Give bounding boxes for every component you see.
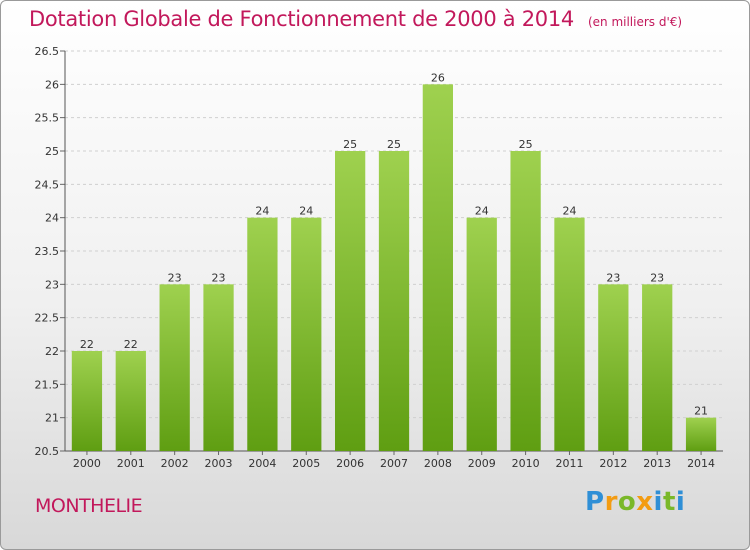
x-tick-label: 2010: [512, 457, 540, 470]
bar-value-label: 21: [694, 405, 708, 418]
bar-value-label: 23: [212, 271, 226, 284]
y-tick-label: 21.5: [35, 378, 60, 391]
bar: [642, 284, 673, 451]
logo-letter: i: [653, 487, 663, 517]
logo-letter: P: [585, 487, 605, 517]
y-tick-label: 21: [45, 412, 59, 425]
y-tick-label: 24: [45, 212, 59, 225]
x-tick-label: 2000: [73, 457, 101, 470]
bar: [598, 284, 629, 451]
y-tick-label: 23: [45, 278, 59, 291]
x-tick-labels: 2000 2001 2002 2003 2004 2005 2006 2007 2008 2009…: [73, 457, 715, 470]
bar: [159, 284, 190, 451]
x-tick-label: 2013: [643, 457, 671, 470]
bar: [247, 217, 278, 451]
chart-unit: (en milliers d'€): [587, 15, 683, 29]
y-tick-label: 25.5: [35, 112, 60, 125]
bars: [71, 84, 717, 451]
bar-value-label: 24: [255, 205, 269, 218]
bar-value-label: 23: [606, 271, 620, 284]
chart-title-text: Dotation Globale de Fonctionnement de 20…: [29, 7, 574, 31]
bar: [554, 217, 585, 451]
bar-value-label: 22: [80, 338, 94, 351]
bar: [115, 351, 146, 451]
bar: [510, 151, 541, 451]
bar-value-label: 24: [475, 205, 489, 218]
x-tick-label: 2002: [161, 457, 189, 470]
x-tick-label: 2005: [292, 457, 320, 470]
bar-value-label: 24: [299, 205, 313, 218]
proxiti-logo[interactable]: Proxiti: [585, 487, 685, 517]
x-tick-label: 2001: [117, 457, 145, 470]
bar: [466, 217, 497, 451]
x-tick-label: 2007: [380, 457, 408, 470]
bar: [71, 351, 103, 451]
x-tick-label: 2008: [424, 457, 452, 470]
bar: [378, 151, 410, 451]
bar-value-label: 24: [562, 205, 576, 218]
bar-value-label: 22: [124, 338, 138, 351]
logo-letter: t: [662, 487, 676, 517]
y-tick-label: 26.5: [35, 45, 60, 58]
logo-letter: x: [636, 487, 654, 517]
x-tick-label: 2012: [599, 457, 627, 470]
bar: [422, 84, 454, 451]
x-tick-label: 2009: [468, 457, 496, 470]
bar-value-label: 23: [168, 271, 182, 284]
bar: [334, 151, 366, 451]
y-tick-label: 22.5: [35, 312, 60, 325]
bar-value-label: 25: [343, 138, 357, 151]
bar: [291, 217, 322, 451]
value-labels: 22 22 23 23 24 24 25 25 26 24 25 24 23 23 21: [80, 71, 708, 417]
x-tick-label: 2004: [248, 457, 276, 470]
commune-name: MONTHELIE: [35, 495, 143, 517]
bar: [685, 417, 717, 451]
logo-letter: r: [604, 487, 618, 517]
bar-value-label: 23: [650, 271, 664, 284]
y-tick-label: 26: [45, 78, 59, 91]
y-tick-label: 22: [45, 345, 59, 358]
y-tick-label: 24.5: [35, 178, 60, 191]
bar-value-label: 26: [431, 71, 445, 84]
x-tick-label: 2006: [336, 457, 364, 470]
y-tick-label: 25: [45, 145, 59, 158]
bar: [203, 284, 234, 451]
chart-title: Dotation Globale de Fonctionnement de 20…: [29, 7, 682, 31]
y-tick-label: 20.5: [35, 445, 60, 458]
y-tick-labels: 20.5 21 21.5 22 22.5 23 23.5 24 24.5 25 25.5 26 26.5: [35, 45, 60, 458]
bar-value-label: 25: [519, 138, 533, 151]
y-tick-label: 23.5: [35, 245, 60, 258]
logo-letter: o: [617, 487, 637, 517]
bar-value-label: 25: [387, 138, 401, 151]
x-tick-label: 2011: [555, 457, 583, 470]
x-tick-label: 2014: [687, 457, 715, 470]
logo-letter: i: [675, 487, 686, 517]
x-tick-label: 2003: [205, 457, 233, 470]
